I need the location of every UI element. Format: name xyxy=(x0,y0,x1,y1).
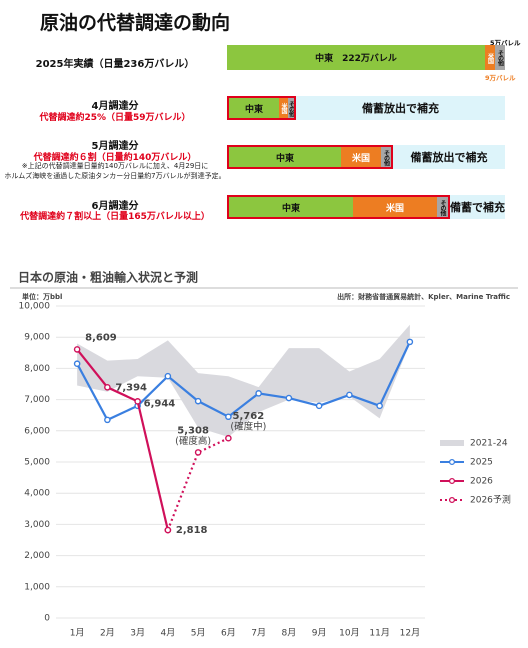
x-tick-label: 3月 xyxy=(130,628,145,639)
segment: 中東 xyxy=(229,197,353,217)
fill: 備蓄放出で補充 xyxy=(393,145,505,169)
segment: その他 xyxy=(495,45,505,70)
box: 中東 米国 その他 xyxy=(227,195,450,219)
legend-label: 2025 xyxy=(470,458,493,468)
fill: 備蓄で補充 xyxy=(450,195,505,219)
note: ホルムズ海峡を通過した原油タンカー分日量約7万バレルが到達予定。 xyxy=(4,172,226,180)
bar: 中東 222万バレル 米国 その他 xyxy=(227,45,505,70)
legend-marker xyxy=(448,496,456,504)
value-label: 8,609 xyxy=(85,332,117,343)
segment: 米国 xyxy=(353,197,437,217)
point xyxy=(164,526,172,534)
y-tick-label: 8,000 xyxy=(24,364,50,374)
chart-title: 日本の原油・粗油輸入状況と予測 xyxy=(18,270,198,285)
segment: 中東 222万バレル xyxy=(227,45,485,70)
x-tick-label: 2月 xyxy=(100,628,115,639)
value-label: 6,944 xyxy=(144,398,176,409)
x-tick-label: 1月 xyxy=(70,628,85,639)
y-tick-label: 2,000 xyxy=(24,551,50,561)
point xyxy=(104,416,111,424)
x-tick-label: 7月 xyxy=(251,628,266,639)
x-tick-label: 10月 xyxy=(339,628,359,639)
point xyxy=(73,360,81,368)
series-line xyxy=(76,341,411,422)
box: 中東 米国 その他 xyxy=(227,96,296,120)
fill: 備蓄放出で補充 xyxy=(296,96,505,120)
segment: 中東 xyxy=(229,147,341,167)
value-label: 5,762 xyxy=(233,411,265,422)
legend-label: 2021-24 xyxy=(470,439,508,449)
source: 出所：財務省普通貿易統計、Kpler、Marine Traffic xyxy=(337,292,510,301)
x-tick-label: 4月 xyxy=(161,628,176,639)
point xyxy=(225,434,232,442)
legend-label: 2026 xyxy=(470,477,493,487)
point xyxy=(315,402,323,410)
x-tick-label: 12月 xyxy=(400,628,420,639)
point xyxy=(225,413,232,421)
row-label: 2025年実績（日量236万バレル） xyxy=(35,59,195,70)
segment: 米国 xyxy=(279,98,288,118)
segment: 中東 xyxy=(229,98,279,118)
point xyxy=(134,398,141,405)
y-tick-label: 7,000 xyxy=(24,395,50,405)
y-tick-label: 10,000 xyxy=(19,302,51,312)
bar: 中東 米国 その他 備蓄で補充 xyxy=(227,195,505,219)
row-sub: 代替調達約６割（日量約140万バレル） xyxy=(33,153,197,163)
row-sub: 代替調達約７割以上（日量165万バレル以上） xyxy=(20,212,210,222)
value-label: 5,308 xyxy=(177,425,209,436)
y-tick-label: 4,000 xyxy=(24,489,50,499)
series-line xyxy=(166,437,229,531)
point xyxy=(104,384,111,391)
y-tick-label: 3,000 xyxy=(24,520,50,530)
segment: その他 xyxy=(381,147,391,167)
value-note: (確度高) xyxy=(175,435,211,447)
point xyxy=(194,397,202,405)
box: 中東 米国 その他 xyxy=(227,145,393,169)
series-line xyxy=(76,348,169,531)
value-label: 2,818 xyxy=(176,525,208,536)
row-label: 4月調達分 xyxy=(91,101,139,112)
x-tick-label: 8月 xyxy=(282,628,297,639)
row-label: 6月調達分 xyxy=(91,201,139,212)
unit: 単位：万bbl xyxy=(22,292,62,301)
value-note: (確度中) xyxy=(230,421,266,433)
segment: 米国 xyxy=(341,147,381,167)
bar: 中東 米国 その他 備蓄放出で補充 xyxy=(227,96,505,120)
segment: 米国 xyxy=(485,45,495,70)
value-label: 7,394 xyxy=(115,382,147,393)
bar: 中東 米国 その他 備蓄放出で補充 xyxy=(227,145,505,169)
legend-marker xyxy=(448,477,456,485)
point xyxy=(346,391,353,399)
legend-swatch xyxy=(440,440,464,446)
row-label: 5月調達分 xyxy=(91,141,139,152)
point xyxy=(164,372,172,380)
point xyxy=(255,390,262,397)
note: ※上記の代替調達量日量約140万バレルに加え、4月29日に xyxy=(21,162,209,170)
segment: その他 xyxy=(437,197,448,217)
x-tick-label: 9月 xyxy=(312,628,327,639)
segment: その他 xyxy=(288,98,294,118)
range-band xyxy=(77,324,410,438)
point xyxy=(285,394,293,402)
y-tick-label: 6,000 xyxy=(24,426,50,436)
x-tick-label: 11月 xyxy=(369,628,389,639)
point xyxy=(194,449,202,456)
note: 5万バレル xyxy=(490,39,521,47)
row-sub: 代替調達約25%（日量59万バレル） xyxy=(39,113,191,123)
note: 9万バレル xyxy=(485,74,516,82)
x-tick-label: 6月 xyxy=(221,628,236,639)
y-tick-label: 0 xyxy=(44,614,50,624)
y-tick-label: 9,000 xyxy=(24,333,50,343)
point xyxy=(406,338,414,346)
page-title: 原油の代替調達の動向 xyxy=(40,12,231,34)
point xyxy=(73,346,81,353)
legend-label: 2026予測 xyxy=(470,494,511,506)
point xyxy=(376,402,383,410)
y-tick-label: 5,000 xyxy=(24,458,50,468)
y-tick-label: 1,000 xyxy=(24,582,50,592)
legend-marker xyxy=(448,458,456,466)
x-tick-label: 5月 xyxy=(191,628,206,639)
